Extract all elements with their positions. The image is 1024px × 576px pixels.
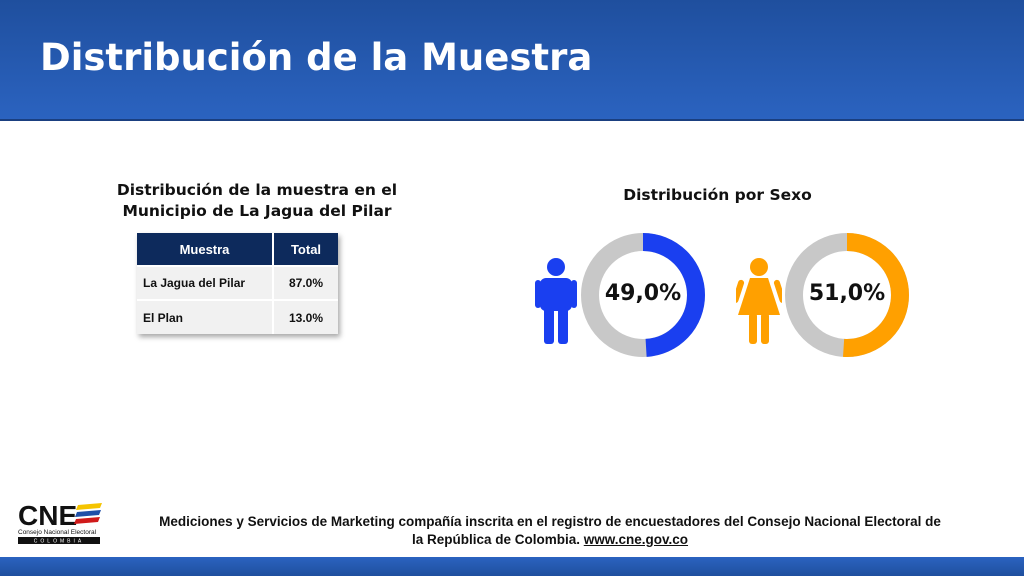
footer-text: Mediciones y Servicios de Marketing comp… [110,513,990,549]
column-header-total: Total [273,233,338,266]
cne-logo-subtitle: Consejo Nacional Electoral [18,529,97,536]
table-header-row: Muestra Total [137,233,338,266]
male-person-icon [535,258,577,344]
row-label: La Jagua del Pilar [137,265,274,300]
sex-distribution-title: Distribución por Sexo [623,186,812,204]
column-header-muestra: Muestra [137,233,274,266]
sample-table: Muestra Total La Jagua del Pilar 87.0% E… [137,233,338,334]
male-donut-chart [581,233,705,357]
cne-logo-text: CNE [18,500,77,531]
bottom-bar [0,557,1024,576]
row-value: 87.0% [273,265,338,300]
row-value: 13.0% [273,299,338,334]
sample-table-title-line1: Distribución de la muestra en el [116,181,398,199]
cne-logo: CNE Consejo Nacional Electoral COLOMBIA [18,500,102,545]
footer-line2-text: la República de Colombia. [411,532,584,547]
female-donut-segment [785,233,909,357]
header-bar: Distribución de la Muestra [0,0,1024,120]
sample-table-title-line2: Municipio de La Jagua del Pilar [122,202,392,220]
male-donut-segment [581,233,705,357]
table-row: La Jagua del Pilar 87.0% [137,265,338,300]
cne-logo-country: COLOMBIA [34,539,84,545]
table-row: El Plan 13.0% [137,299,338,334]
female-percentage-label: 51,0% [808,281,886,306]
female-donut-chart [785,233,909,357]
page-title: Distribución de la Muestra [40,36,593,79]
footer-line2: la República de Colombia. www.cne.gov.co [110,531,990,549]
row-label: El Plan [137,299,274,334]
header-divider [0,119,1024,121]
footer-website-link[interactable]: www.cne.gov.co [583,532,689,547]
footer-line1: Mediciones y Servicios de Marketing comp… [159,514,941,529]
sample-table-title: Distribución de la muestra en el Municip… [82,180,432,222]
male-percentage-label: 49,0% [604,281,682,306]
female-person-icon [736,258,782,344]
